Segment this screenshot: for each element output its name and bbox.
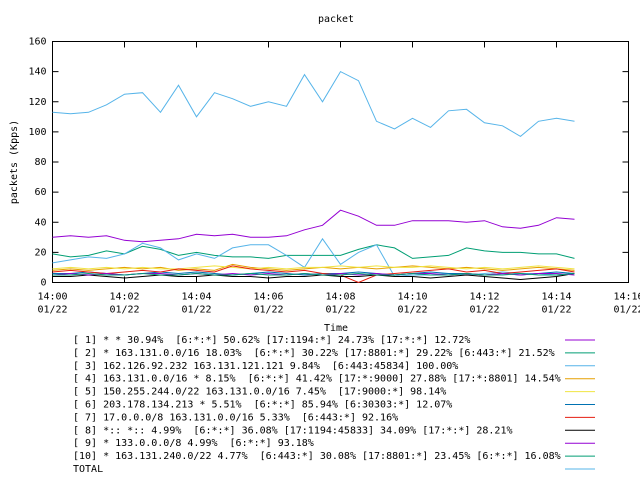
series-line bbox=[52, 244, 575, 259]
legend-label: [10] * 163.131.240.0/22 4.77% [6:443:*] … bbox=[73, 451, 561, 462]
y-tick-label: 100 bbox=[28, 127, 46, 138]
legend-label: [ 4] 163.131.0.0/16 * 8.15% [6:*:*] 41.4… bbox=[73, 374, 561, 385]
x-tick-label: 14:02 bbox=[109, 292, 139, 303]
y-tick-label: 140 bbox=[28, 67, 46, 78]
x-tick-date: 01/22 bbox=[613, 305, 640, 316]
x-tick-date: 01/22 bbox=[397, 305, 427, 316]
x-tick-date: 01/22 bbox=[253, 305, 283, 316]
x-tick-label: 14:14 bbox=[541, 292, 571, 303]
x-tick-label: 14:06 bbox=[253, 292, 283, 303]
x-tick-date: 01/22 bbox=[469, 305, 499, 316]
legend-label: [ 8] *:: *:: 4.99% [6:*:*] 36.08% [17:11… bbox=[73, 425, 513, 436]
x-tick-label: 14:12 bbox=[469, 292, 499, 303]
x-tick-date: 01/22 bbox=[541, 305, 571, 316]
legend-label: [ 1] * * 30.94% [6:*:*] 50.62% [17:1194:… bbox=[73, 335, 470, 346]
series-line bbox=[52, 265, 575, 270]
plot-frame bbox=[52, 41, 629, 283]
series-line bbox=[52, 70, 575, 138]
series-line bbox=[52, 272, 575, 276]
x-axis-label: Time bbox=[324, 323, 348, 334]
series-line bbox=[52, 273, 575, 281]
x-tick-label: 14:16 bbox=[613, 292, 640, 303]
y-tick-label: 0 bbox=[40, 278, 46, 289]
chart-title: packet bbox=[318, 14, 354, 25]
series-line bbox=[52, 263, 575, 271]
legend-label: [ 6] 203.178.134.213 * 5.51% [6:*:*] 85.… bbox=[73, 400, 452, 411]
legend-label: TOTAL bbox=[73, 464, 103, 475]
legend-label: [ 7] 17.0.0.0/8 163.131.0.0/16 5.33% [6:… bbox=[73, 412, 398, 423]
y-tick-label: 20 bbox=[34, 247, 46, 258]
x-tick-date: 01/22 bbox=[109, 305, 139, 316]
series-line bbox=[52, 209, 575, 243]
legend-label: [ 9] * 133.0.0.0/8 4.99% [6:*:*] 93.18% bbox=[73, 438, 314, 449]
x-tick-date: 01/22 bbox=[37, 305, 67, 316]
legend-label: [ 5] 150.255.244.0/22 163.131.0.0/16 7.4… bbox=[73, 387, 446, 398]
x-tick-date: 01/22 bbox=[325, 305, 355, 316]
y-tick-label: 40 bbox=[34, 217, 46, 228]
y-tick-label: 120 bbox=[28, 97, 46, 108]
x-tick-label: 14:00 bbox=[37, 292, 67, 303]
series-line bbox=[52, 265, 575, 284]
y-tick-label: 160 bbox=[28, 37, 46, 48]
series-line bbox=[52, 237, 575, 278]
x-tick-label: 14:10 bbox=[397, 292, 427, 303]
y-tick-label: 80 bbox=[34, 157, 46, 168]
x-tick-label: 14:08 bbox=[325, 292, 355, 303]
x-tick-date: 01/22 bbox=[181, 305, 211, 316]
legend-label: [ 3] 162.126.92.232 163.131.121.121 9.84… bbox=[73, 361, 458, 372]
x-tick-label: 14:04 bbox=[181, 292, 211, 303]
y-tick-label: 60 bbox=[34, 187, 46, 198]
legend-label: [ 2] * 163.131.0.0/16 18.03% [6:*:*] 30.… bbox=[73, 348, 555, 359]
y-axis-label: packets (Kpps) bbox=[9, 120, 20, 204]
